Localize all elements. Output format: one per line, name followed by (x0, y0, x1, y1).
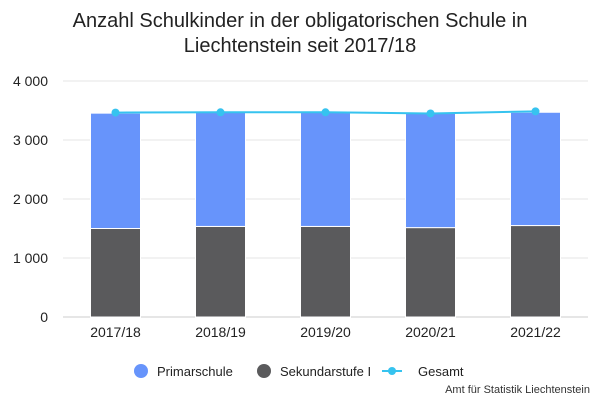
bar-primarschule[interactable] (405, 112, 456, 229)
bar-primarschule[interactable] (90, 112, 141, 229)
bar-primarschule[interactable] (300, 111, 351, 227)
legend-label[interactable]: Primarschule (157, 364, 233, 379)
chart-title-line-2: Liechtenstein seit 2017/18 (184, 35, 416, 57)
x-tick-label: 2018/19 (195, 324, 246, 340)
total-point[interactable] (111, 108, 120, 117)
bars-group (90, 111, 561, 318)
y-tick-label: 2 000 (13, 191, 48, 207)
source-credit: Amt für Statistik Liechtenstein (445, 384, 590, 396)
y-tick-label: 1 000 (13, 250, 48, 266)
bar-sekundarstufe-i[interactable] (90, 228, 141, 318)
y-tick-label: 4 000 (13, 73, 48, 89)
x-tick-label: 2019/20 (300, 324, 351, 340)
chart-title-line-1: Anzahl Schulkinder in der obligatorische… (73, 10, 528, 32)
legend-marker (257, 364, 271, 378)
y-axis-ticks: 0 1 000 2 000 3 000 4 000 (13, 73, 48, 325)
legend: Primarschule Sekundarstufe I Gesamt (134, 364, 464, 379)
total-line-group (111, 107, 540, 118)
y-tick-label: 0 (40, 309, 48, 325)
total-point[interactable] (216, 108, 225, 117)
x-axis-ticks: 2017/18 2018/19 2019/20 2020/21 2021/22 (90, 324, 561, 340)
x-tick-label: 2021/22 (510, 324, 561, 340)
x-tick-label: 2017/18 (90, 324, 141, 340)
legend-label[interactable]: Gesamt (418, 364, 464, 379)
bar-sekundarstufe-i[interactable] (300, 225, 351, 318)
bar-sekundarstufe-i[interactable] (510, 225, 561, 318)
x-tick-label: 2020/21 (405, 324, 456, 340)
legend-label[interactable]: Sekundarstufe I (280, 364, 371, 379)
total-point[interactable] (531, 107, 540, 116)
total-point[interactable] (426, 109, 435, 118)
bar-primarschule[interactable] (510, 111, 561, 227)
bar-sekundarstufe-i[interactable] (405, 227, 456, 318)
legend-marker (388, 367, 396, 375)
y-tick-label: 3 000 (13, 132, 48, 148)
bar-primarschule[interactable] (195, 111, 246, 227)
legend-marker (134, 364, 148, 378)
total-point[interactable] (321, 108, 330, 117)
bar-sekundarstufe-i[interactable] (195, 225, 246, 318)
